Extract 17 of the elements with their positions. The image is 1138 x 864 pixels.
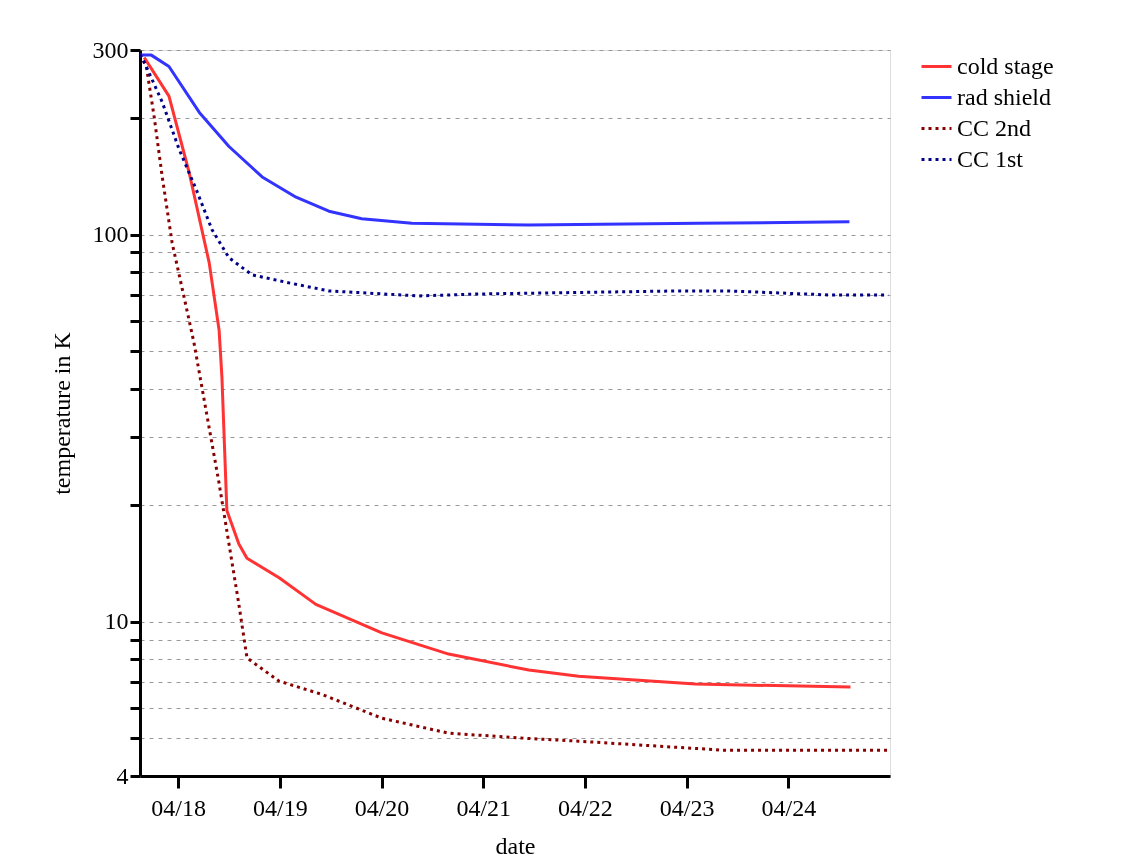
x-tick-label: 04/23 — [659, 794, 715, 821]
x-tick-label: 04/18 — [151, 794, 206, 821]
legend-label: rad shield — [957, 83, 1051, 110]
y-tick-label: 100 — [92, 221, 129, 248]
x-tick-label: 04/20 — [354, 794, 410, 821]
x-tick-label: 04/22 — [558, 794, 613, 821]
legend-label: cold stage — [957, 52, 1054, 79]
y-tick-label: 300 — [92, 36, 129, 63]
legend-label: CC 2nd — [957, 114, 1032, 141]
x-tick-label: 04/24 — [761, 794, 817, 821]
y-tick-label: 10 — [104, 608, 129, 635]
legend-label: CC 1st — [957, 145, 1024, 172]
y-axis-title: temperature in K — [48, 331, 75, 495]
x-tick-label: 04/21 — [456, 794, 512, 821]
x-axis-title: date — [495, 832, 536, 859]
y-tick-label: 4 — [116, 762, 129, 789]
x-tick-label: 04/19 — [252, 794, 308, 821]
